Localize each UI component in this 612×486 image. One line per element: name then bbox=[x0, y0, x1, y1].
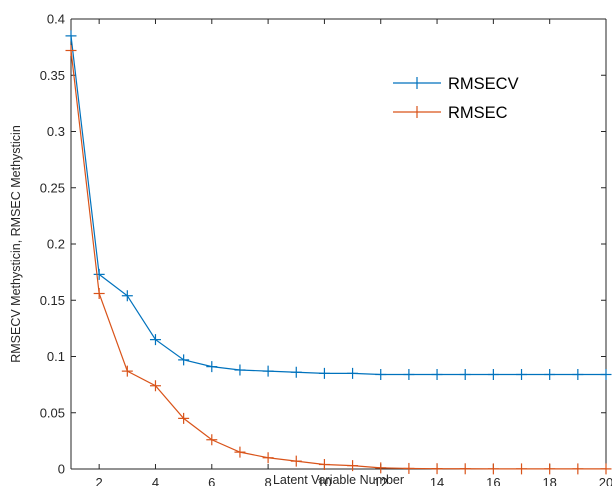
data-point-rmsec bbox=[206, 434, 218, 446]
x-tick-label: 8 bbox=[264, 475, 271, 486]
data-point-rmsec bbox=[318, 459, 330, 470]
y-tick-label: 0.1 bbox=[47, 349, 65, 364]
data-point-rmsecv bbox=[290, 366, 302, 378]
data-point-rmsec bbox=[290, 455, 302, 467]
data-point-rmsecv bbox=[121, 290, 133, 302]
data-point-rmsecv bbox=[516, 369, 528, 380]
data-point-rmsec bbox=[65, 45, 77, 56]
data-point-rmsec bbox=[487, 463, 499, 475]
data-point-rmsecv bbox=[178, 354, 190, 366]
x-tick-label: 18 bbox=[542, 475, 556, 486]
data-point-rmsec bbox=[149, 380, 161, 392]
data-point-rmsec bbox=[121, 365, 133, 377]
data-point-rmsecv bbox=[487, 369, 499, 380]
data-point-rmsecv bbox=[262, 365, 274, 377]
x-tick-label: 16 bbox=[486, 475, 500, 486]
legend-label: RMSECV bbox=[448, 75, 519, 93]
data-point-rmsec bbox=[431, 463, 443, 475]
y-tick-label: 0.15 bbox=[40, 293, 65, 308]
data-point-rmsecv bbox=[65, 30, 77, 42]
data-point-rmsecv bbox=[544, 369, 556, 380]
legend-item-rmsecv: RMSECV bbox=[393, 75, 519, 93]
data-point-rmsecv bbox=[93, 268, 105, 280]
data-point-rmsecv bbox=[431, 369, 443, 380]
x-tick-label: 20 bbox=[599, 475, 612, 486]
data-point-rmsec bbox=[234, 446, 246, 458]
data-point-rmsec bbox=[375, 462, 387, 474]
data-point-rmsecv bbox=[572, 369, 584, 380]
data-point-rmsec bbox=[600, 463, 612, 475]
data-point-rmsec bbox=[516, 463, 528, 475]
y-tick-label: 0.05 bbox=[40, 405, 65, 420]
series-rmsecv bbox=[65, 30, 612, 380]
x-tick-label: 4 bbox=[152, 475, 159, 486]
legend-item-rmsec: RMSEC bbox=[393, 104, 508, 122]
data-point-rmsecv bbox=[149, 334, 161, 346]
y-tick-label: 0.4 bbox=[47, 12, 65, 27]
y-tick-label: 0.25 bbox=[40, 180, 65, 195]
data-point-rmsecv bbox=[347, 367, 359, 379]
y-axis-title: RMSECV Methysticin, RMSEC Methysticin bbox=[9, 125, 23, 363]
x-tick-label: 6 bbox=[208, 475, 215, 486]
data-point-rmsec bbox=[93, 288, 105, 299]
y-tick-label: 0 bbox=[58, 462, 65, 477]
data-point-rmsecv bbox=[206, 361, 218, 373]
data-point-rmsec bbox=[544, 463, 556, 475]
x-tick-label: 14 bbox=[430, 475, 444, 486]
x-tick-label: 12 bbox=[374, 475, 388, 486]
data-point-rmsec bbox=[459, 463, 471, 475]
data-point-rmsec bbox=[572, 463, 584, 475]
x-tick-label: 2 bbox=[96, 475, 103, 486]
data-point-rmsecv bbox=[459, 369, 471, 380]
y-tick-label: 0.35 bbox=[40, 68, 65, 83]
x-axis-title: Latent Variable Number bbox=[273, 473, 404, 486]
legend-label: RMSEC bbox=[448, 104, 508, 122]
legend: RMSECV RMSEC bbox=[393, 75, 519, 122]
series-rmsec bbox=[65, 45, 612, 475]
data-point-rmsecv bbox=[234, 364, 246, 376]
plot-area bbox=[71, 19, 606, 469]
series-layer bbox=[65, 30, 612, 475]
axes: 2 4 6 8 10 12 14 16 18 20 0 0.05 0.1 0.15 0.2 0.25 0.3 0.… bbox=[40, 12, 612, 486]
data-point-rmsecv bbox=[375, 369, 387, 380]
x-tick-label: 10 bbox=[317, 475, 331, 486]
data-point-rmsec bbox=[178, 412, 190, 424]
data-point-rmsecv bbox=[318, 367, 330, 379]
y-tick-label: 0.2 bbox=[47, 237, 65, 252]
data-point-rmsec bbox=[262, 452, 274, 464]
data-point-rmsec bbox=[403, 462, 415, 474]
data-point-rmsecv bbox=[403, 369, 415, 380]
data-point-rmsec bbox=[347, 460, 359, 472]
data-point-rmsecv bbox=[600, 369, 612, 380]
y-tick-label: 0.3 bbox=[47, 124, 65, 139]
